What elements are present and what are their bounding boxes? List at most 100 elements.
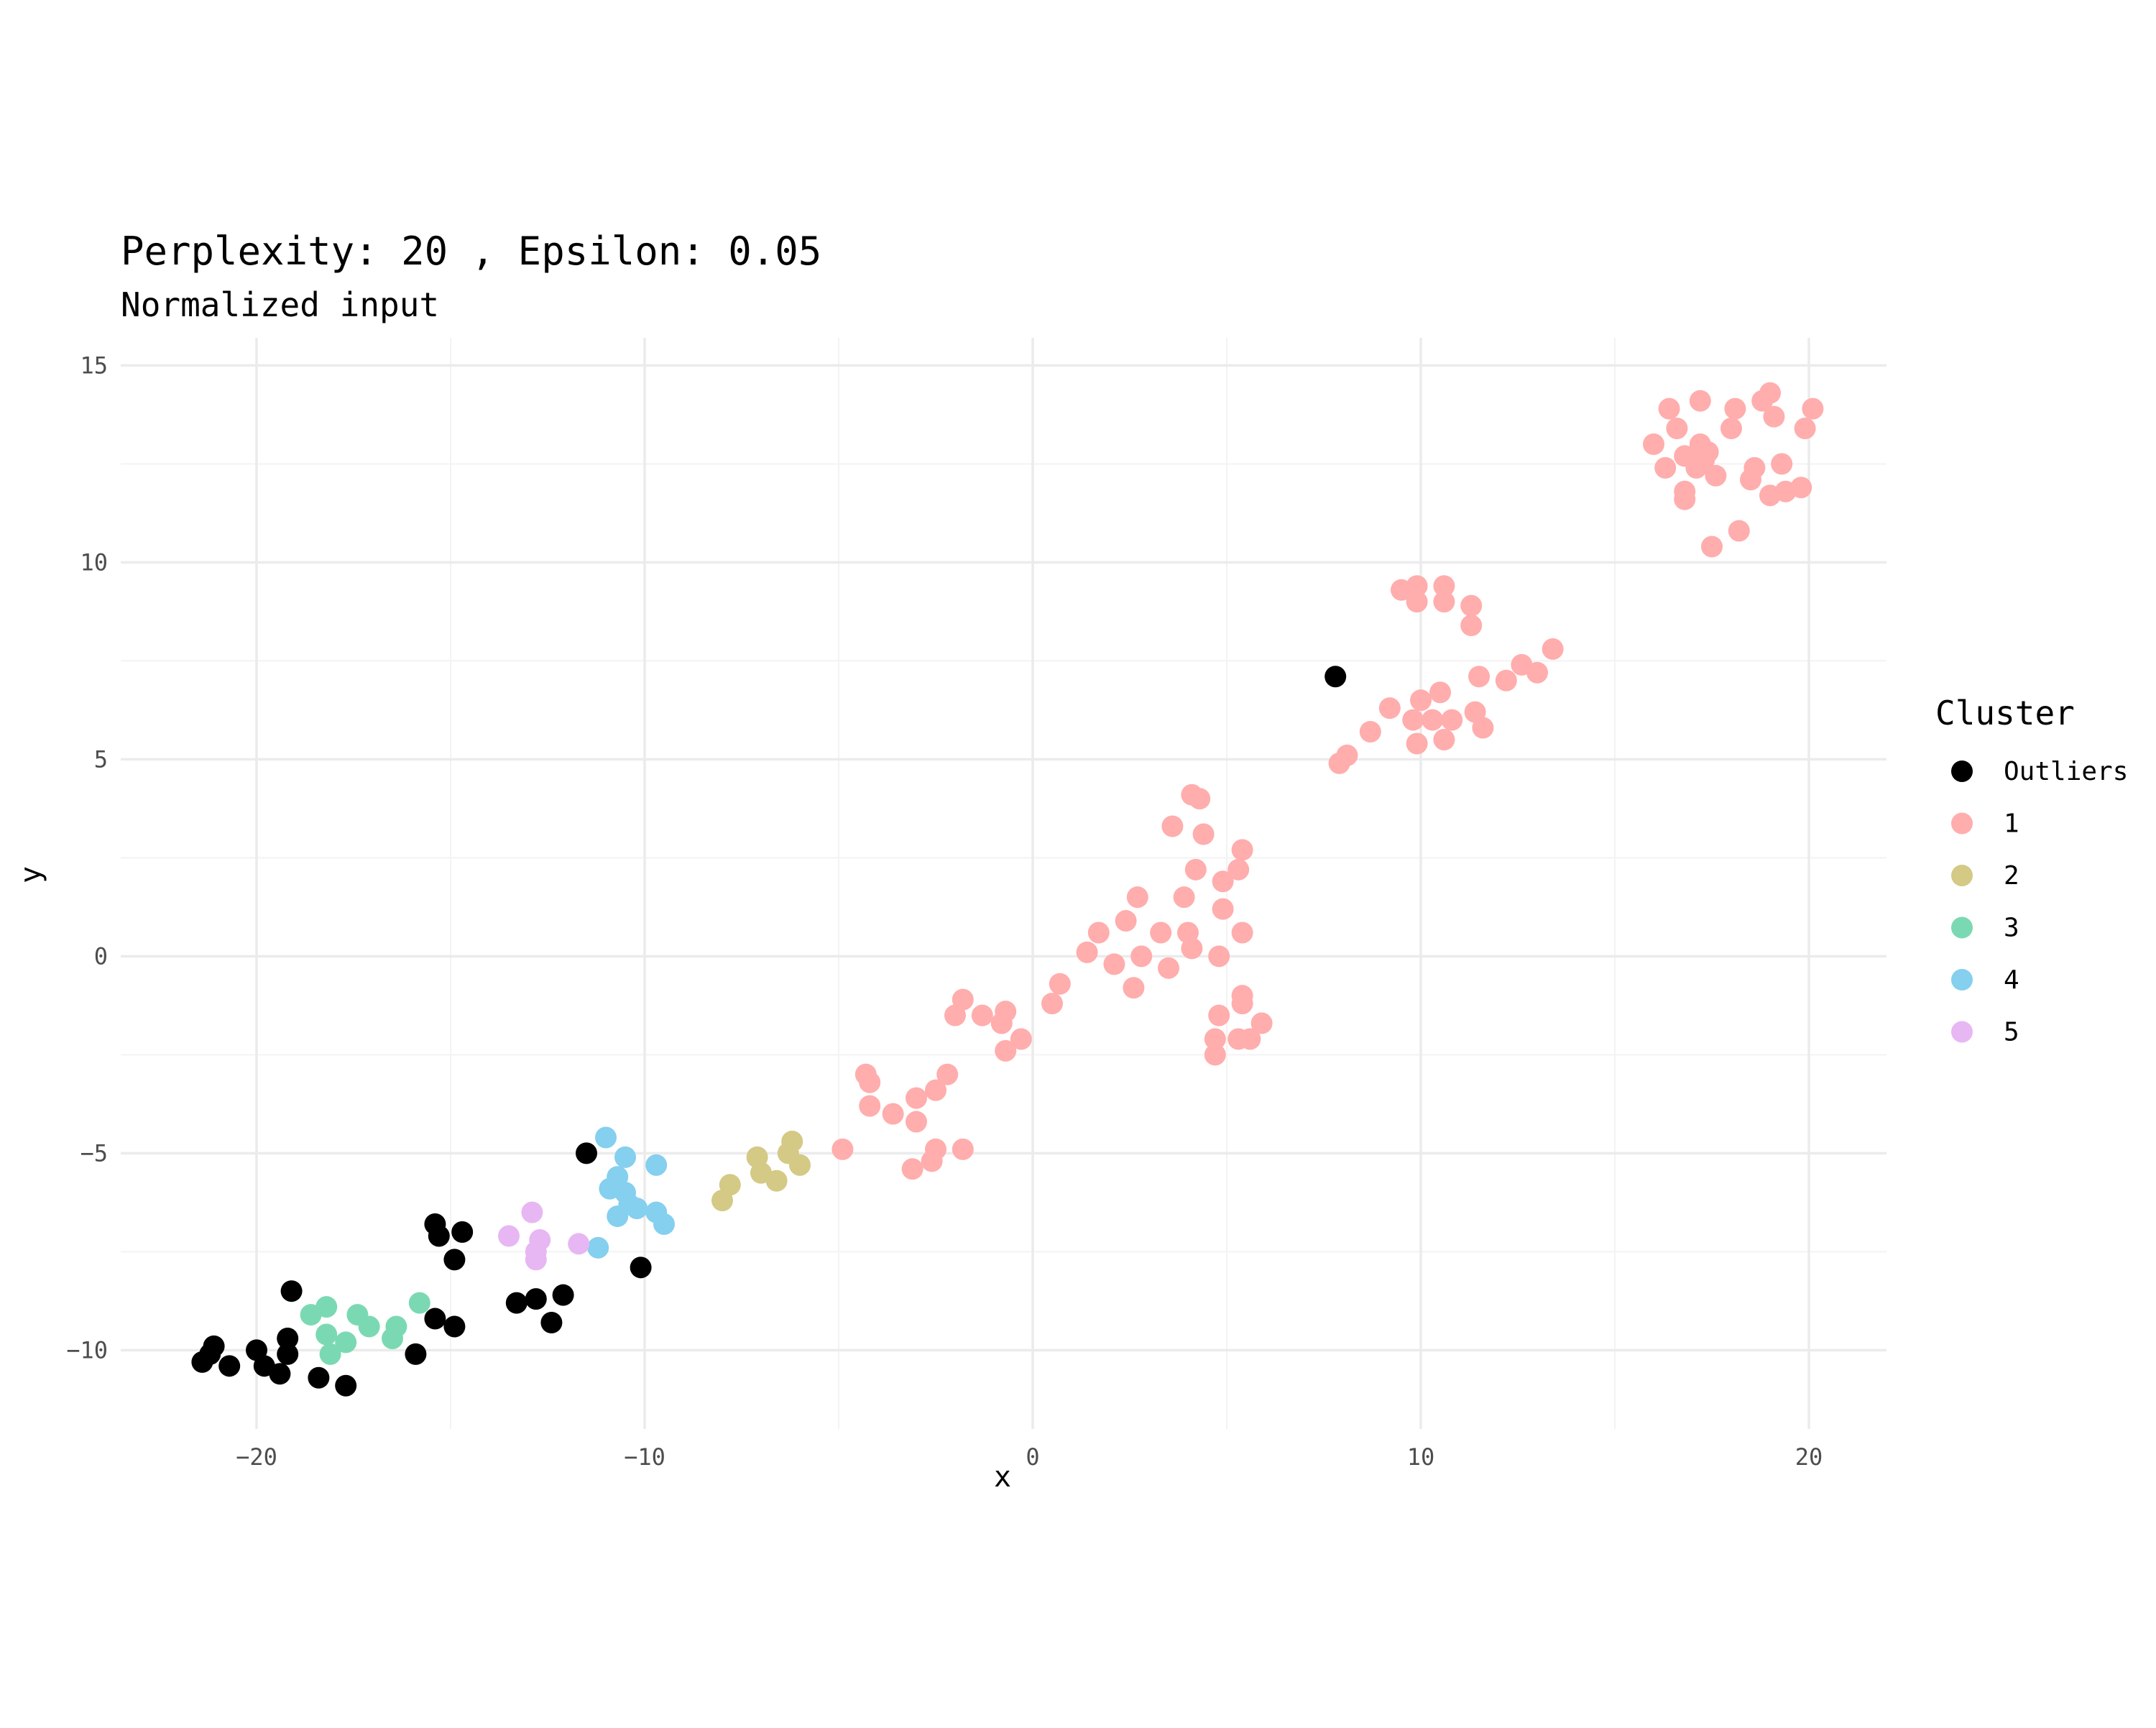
data-point (280, 1280, 303, 1302)
data-point (1402, 709, 1424, 731)
data-point (1495, 669, 1517, 691)
data-point (925, 1138, 946, 1160)
data-point (901, 1158, 923, 1180)
legend-swatch (1951, 812, 1973, 835)
legend-item-5: 5 (1951, 1018, 2019, 1047)
data-point (203, 1335, 225, 1357)
data-point (408, 1292, 430, 1314)
chart-subtitle: Normalized input (121, 285, 439, 324)
data-point (1658, 397, 1680, 420)
data-point (1406, 732, 1428, 755)
data-point (595, 1126, 617, 1149)
data-point (1239, 1028, 1261, 1050)
data-point (269, 1363, 291, 1385)
data-point (1643, 433, 1664, 455)
data-point (335, 1331, 357, 1354)
data-point (882, 1103, 904, 1125)
data-points (191, 382, 1824, 1397)
data-point (1705, 464, 1727, 487)
data-point (315, 1323, 338, 1346)
data-point (1422, 709, 1444, 731)
x-tick-label: 0 (1026, 1443, 1039, 1471)
data-point (1076, 941, 1098, 963)
data-point (1433, 591, 1455, 613)
data-point (443, 1315, 466, 1338)
data-point (1325, 666, 1347, 688)
data-point (925, 1079, 946, 1101)
data-point (781, 1130, 803, 1152)
legend: Cluster Outliers 1 2 3 4 5 (1935, 694, 2128, 1047)
legend-item-1: 1 (1951, 809, 2019, 839)
legend-label: 3 (2004, 914, 2019, 943)
data-point (277, 1343, 299, 1365)
data-point (719, 1174, 741, 1196)
data-point (1192, 823, 1215, 845)
data-point (630, 1256, 652, 1279)
legend-label: 1 (2004, 809, 2019, 839)
data-point (525, 1288, 547, 1310)
data-point (1728, 520, 1750, 542)
data-point (653, 1213, 675, 1236)
data-point (971, 1004, 993, 1026)
data-point (1336, 744, 1358, 766)
data-point (952, 1138, 974, 1160)
grid (121, 338, 1886, 1429)
data-point (277, 1327, 299, 1349)
data-point (1212, 870, 1234, 893)
legend-title: Cluster (1935, 694, 2075, 732)
data-point (1763, 405, 1785, 428)
data-point (1231, 922, 1253, 944)
data-point (505, 1292, 528, 1314)
data-point (568, 1233, 590, 1255)
legend-label: 5 (2004, 1018, 2019, 1047)
legend-swatch (1951, 760, 1973, 782)
data-point (1410, 689, 1432, 712)
data-point (1802, 397, 1824, 420)
axes: −20 −10 0 10 20 −10 −5 0 5 10 15 (66, 351, 1823, 1471)
data-point (428, 1225, 450, 1247)
data-point (576, 1142, 597, 1164)
y-tick-label: 15 (80, 351, 108, 379)
data-point (1115, 910, 1137, 932)
data-point (1250, 1012, 1273, 1034)
data-point (1697, 441, 1719, 463)
data-point (1231, 839, 1253, 861)
data-point (424, 1308, 446, 1330)
data-point (587, 1236, 609, 1259)
data-point (1161, 815, 1184, 837)
data-point (1189, 788, 1211, 810)
data-point (645, 1154, 668, 1176)
data-point (1150, 922, 1172, 944)
data-point (1674, 488, 1696, 510)
data-point (521, 1201, 543, 1223)
data-point (1460, 594, 1483, 617)
data-point (498, 1225, 520, 1247)
data-point (1759, 382, 1781, 404)
y-tick-label: −10 (66, 1336, 108, 1364)
data-point (385, 1315, 407, 1338)
data-point (1231, 993, 1253, 1015)
data-point (1049, 973, 1071, 995)
data-point (1204, 1028, 1226, 1050)
data-point (1227, 858, 1250, 881)
data-point (1790, 477, 1812, 499)
data-point (789, 1154, 811, 1176)
data-point (1701, 536, 1723, 558)
data-point (529, 1228, 551, 1251)
data-point (1359, 721, 1381, 743)
data-point (1406, 575, 1428, 597)
data-point (906, 1111, 927, 1133)
data-point (1743, 456, 1766, 479)
data-point (1204, 1044, 1226, 1066)
x-tick-label: −20 (236, 1443, 277, 1471)
data-point (614, 1146, 636, 1168)
data-point (1212, 898, 1234, 920)
data-point (451, 1221, 474, 1243)
data-point (319, 1343, 341, 1365)
y-tick-label: 10 (80, 548, 108, 576)
data-point (1208, 1004, 1230, 1026)
legend-label: 2 (2004, 861, 2019, 891)
data-point (1794, 418, 1816, 440)
legend-label: Outliers (2004, 757, 2128, 786)
